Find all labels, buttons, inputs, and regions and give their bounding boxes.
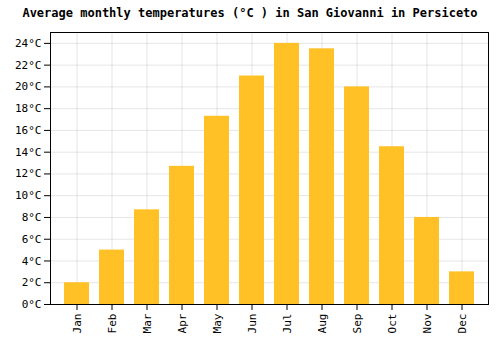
svg-text:14°C: 14°C xyxy=(15,146,42,159)
svg-text:18°C: 18°C xyxy=(15,102,42,115)
svg-text:6°C: 6°C xyxy=(22,233,42,246)
svg-text:0°C: 0°C xyxy=(22,298,42,311)
svg-text:Aug: Aug xyxy=(316,314,329,334)
svg-text:22°C: 22°C xyxy=(15,59,42,72)
svg-text:Nov: Nov xyxy=(421,313,434,333)
svg-text:4°C: 4°C xyxy=(22,255,42,268)
svg-text:20°C: 20°C xyxy=(15,80,42,93)
svg-text:Jun: Jun xyxy=(246,314,259,334)
svg-text:Apr: Apr xyxy=(176,313,189,333)
svg-text:Sep: Sep xyxy=(351,314,364,334)
svg-text:8°C: 8°C xyxy=(22,211,42,224)
svg-text:Jan: Jan xyxy=(71,314,84,334)
svg-text:Oct: Oct xyxy=(386,314,399,334)
svg-text:2°C: 2°C xyxy=(22,276,42,289)
html-text:Average monthly temperatures (: Average monthly temperatures (°C ) in Sa… xyxy=(22,6,478,20)
svg-text:16°C: 16°C xyxy=(15,124,42,137)
svg-text:10°C: 10°C xyxy=(15,189,42,202)
svg-text:Jul: Jul xyxy=(281,314,294,334)
svg-text:Dec: Dec xyxy=(456,314,469,334)
svg-text:Mar: Mar xyxy=(141,313,154,333)
svg-text:May: May xyxy=(211,313,224,333)
svg-text:Feb: Feb xyxy=(106,314,119,334)
svg-text:12°C: 12°C xyxy=(15,167,42,180)
svg-text:24°C: 24°C xyxy=(15,37,42,50)
